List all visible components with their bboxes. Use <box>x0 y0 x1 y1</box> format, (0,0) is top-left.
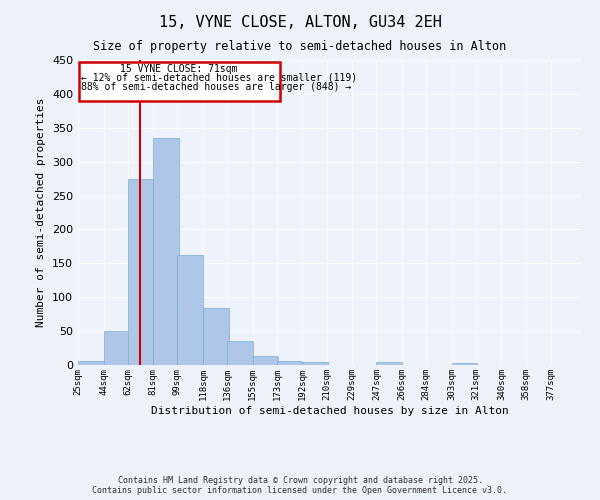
Text: 88% of semi-detached houses are larger (848) →: 88% of semi-detached houses are larger (… <box>82 82 352 92</box>
Text: 15, VYNE CLOSE, ALTON, GU34 2EH: 15, VYNE CLOSE, ALTON, GU34 2EH <box>158 15 442 30</box>
Text: ← 12% of semi-detached houses are smaller (119): ← 12% of semi-detached houses are smalle… <box>82 73 358 83</box>
Bar <box>227 342 253 365</box>
Bar <box>128 178 153 365</box>
Text: Contains HM Land Registry data © Crown copyright and database right 2025.
Contai: Contains HM Land Registry data © Crown c… <box>92 476 508 495</box>
Bar <box>253 356 278 365</box>
Bar <box>277 361 302 365</box>
Text: 15 VYNE CLOSE: 71sqm: 15 VYNE CLOSE: 71sqm <box>121 64 238 74</box>
Bar <box>452 363 477 365</box>
Text: Size of property relative to semi-detached houses in Alton: Size of property relative to semi-detach… <box>94 40 506 53</box>
Bar <box>203 308 229 365</box>
X-axis label: Distribution of semi-detached houses by size in Alton: Distribution of semi-detached houses by … <box>151 406 509 415</box>
Bar <box>178 254 203 365</box>
Bar <box>104 331 129 365</box>
Bar <box>302 362 328 365</box>
Bar <box>78 361 104 365</box>
Bar <box>153 138 179 365</box>
Bar <box>376 362 402 365</box>
FancyBboxPatch shape <box>79 62 280 100</box>
Y-axis label: Number of semi-detached properties: Number of semi-detached properties <box>37 98 46 327</box>
